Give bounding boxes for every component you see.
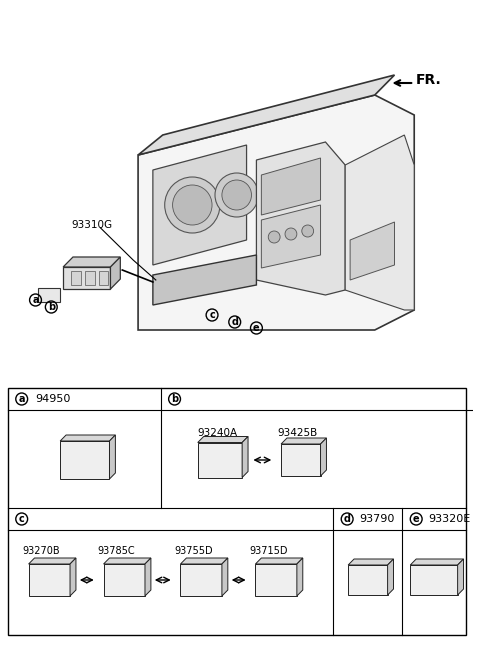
Text: 93425B: 93425B [277,428,317,438]
Polygon shape [109,435,115,479]
Circle shape [285,228,297,240]
Text: 93790: 93790 [359,514,395,524]
Polygon shape [321,438,326,476]
Polygon shape [256,142,345,295]
Text: d: d [344,514,351,524]
Polygon shape [350,222,395,280]
Polygon shape [242,436,248,477]
Text: 93785C: 93785C [97,546,135,556]
Circle shape [215,173,258,217]
Text: c: c [209,310,215,320]
Text: 94950: 94950 [36,394,71,404]
Text: e: e [413,514,420,524]
Polygon shape [387,559,394,595]
Polygon shape [153,145,247,265]
Polygon shape [38,288,60,302]
Text: 93310G: 93310G [71,220,112,230]
Polygon shape [110,257,120,289]
Polygon shape [345,135,414,310]
Polygon shape [457,559,464,595]
Circle shape [268,231,280,243]
Polygon shape [60,441,109,479]
Text: b: b [171,394,178,404]
Polygon shape [348,565,387,595]
Polygon shape [85,271,95,285]
Polygon shape [222,558,228,596]
Text: 93320E: 93320E [428,514,470,524]
Circle shape [165,177,220,233]
Polygon shape [198,443,242,477]
Circle shape [222,180,252,210]
Polygon shape [153,255,256,305]
Polygon shape [180,564,222,596]
Polygon shape [63,257,120,267]
Text: FR.: FR. [416,73,442,87]
Polygon shape [71,271,81,285]
Polygon shape [98,271,108,285]
Polygon shape [138,95,414,330]
Polygon shape [261,205,321,268]
Polygon shape [410,559,464,565]
Polygon shape [104,564,145,596]
Polygon shape [297,558,303,596]
Polygon shape [29,564,70,596]
Polygon shape [281,438,326,444]
Polygon shape [29,558,76,564]
Text: 93755D: 93755D [174,546,213,556]
Text: c: c [19,514,24,524]
Polygon shape [261,158,321,215]
Polygon shape [255,558,303,564]
Polygon shape [70,558,76,596]
Polygon shape [198,436,248,443]
Polygon shape [145,558,151,596]
Polygon shape [60,435,115,441]
Text: e: e [253,323,260,333]
Polygon shape [63,267,110,289]
Polygon shape [255,564,297,596]
Text: 93715D: 93715D [249,546,288,556]
Polygon shape [138,75,395,155]
Text: a: a [18,394,25,404]
Polygon shape [104,558,151,564]
Circle shape [173,185,212,225]
Circle shape [302,225,313,237]
Text: b: b [48,302,55,312]
Text: 93270B: 93270B [23,546,60,556]
Polygon shape [180,558,228,564]
Polygon shape [348,559,394,565]
Polygon shape [281,444,321,476]
Text: d: d [231,317,238,327]
Text: a: a [32,295,39,305]
Polygon shape [410,565,457,595]
Text: 93240A: 93240A [197,428,238,438]
